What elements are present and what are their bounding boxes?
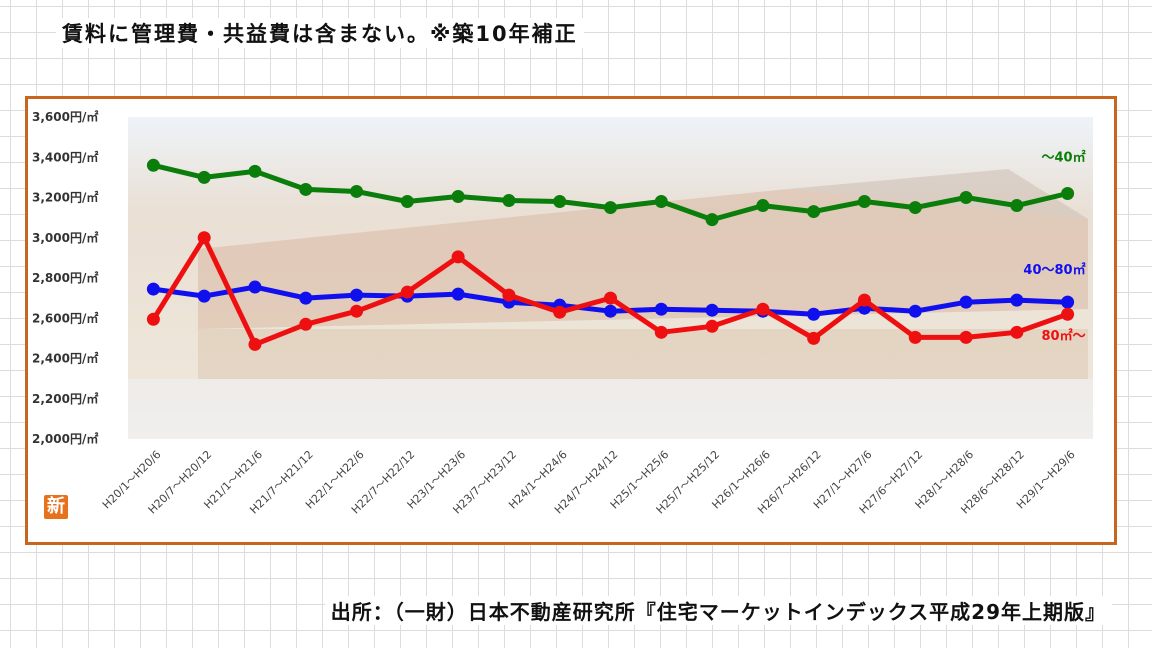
data-point	[299, 291, 313, 305]
data-point	[959, 295, 973, 309]
data-point	[502, 288, 516, 302]
chart-frame: 2,000円/㎡ 2,200円/㎡ 2,400円/㎡ 2,600円/㎡ 2,800円/㎡…	[25, 96, 1117, 545]
data-point	[807, 205, 821, 219]
data-point	[1010, 293, 1024, 307]
data-point	[197, 231, 211, 245]
series-labels: ～40㎡ 40～80㎡ 80㎡～	[1023, 149, 1085, 344]
data-point	[1061, 186, 1075, 200]
data-point	[705, 213, 719, 227]
data-point	[451, 287, 465, 301]
chart-note: 賃料に管理費・共益費は含まない。※築10年補正	[56, 18, 584, 48]
data-point	[604, 304, 617, 318]
data-point	[400, 195, 414, 209]
data-point	[654, 325, 668, 339]
y-tick-label: 2,800円/㎡	[32, 270, 98, 285]
x-axis: H20/1～H20/6H20/7～H20/12H21/1～H21/6H21/7～…	[100, 448, 1078, 517]
data-point	[146, 312, 160, 326]
data-point	[1010, 199, 1024, 213]
y-tick-label: 3,400円/㎡	[32, 149, 98, 164]
y-tick-label: 2,200円/㎡	[32, 391, 98, 406]
data-point	[857, 195, 871, 209]
data-point	[959, 191, 973, 204]
data-point	[807, 307, 821, 321]
data-point	[604, 201, 617, 215]
data-point	[197, 289, 211, 303]
data-point	[553, 195, 567, 209]
data-point	[350, 288, 364, 302]
data-point	[807, 331, 821, 345]
data-point	[705, 303, 719, 317]
data-point	[1061, 307, 1075, 321]
new-badge-icon: 新	[44, 495, 68, 519]
data-point	[502, 194, 516, 208]
data-point	[248, 280, 262, 294]
data-point	[654, 302, 668, 316]
data-point	[350, 184, 364, 198]
data-point	[299, 182, 313, 196]
series-layer	[146, 158, 1075, 351]
y-tick-label: 3,200円/㎡	[32, 190, 98, 205]
y-axis: 2,000円/㎡ 2,200円/㎡ 2,400円/㎡ 2,600円/㎡ 2,800円/㎡…	[32, 109, 98, 446]
data-point	[248, 164, 262, 178]
data-point	[146, 282, 160, 296]
data-point	[1061, 295, 1075, 309]
data-point	[451, 250, 465, 264]
rent-line-chart: 2,000円/㎡ 2,200円/㎡ 2,400円/㎡ 2,600円/㎡ 2,800円/㎡…	[32, 109, 1093, 517]
y-tick-label: 3,600円/㎡	[32, 109, 98, 124]
data-point	[756, 302, 770, 316]
background-photo	[128, 117, 1093, 439]
data-point	[908, 330, 922, 344]
series-label: ～40㎡	[1042, 149, 1086, 165]
data-point	[908, 201, 922, 215]
data-point	[197, 170, 211, 184]
data-point	[400, 285, 414, 299]
data-point	[1010, 325, 1024, 339]
y-tick-label: 2,400円/㎡	[32, 351, 98, 366]
data-point	[248, 337, 262, 351]
data-point	[451, 189, 465, 203]
data-point	[654, 195, 668, 209]
y-tick-label: 2,000円/㎡	[32, 431, 98, 446]
data-point	[705, 319, 719, 333]
data-point	[908, 304, 922, 318]
data-point	[604, 291, 617, 305]
series-label: 40～80㎡	[1023, 262, 1085, 278]
data-point	[553, 305, 567, 319]
data-point	[857, 293, 871, 307]
data-point	[146, 158, 160, 172]
series-label: 80㎡～	[1042, 328, 1086, 344]
data-point	[959, 330, 973, 344]
data-point	[350, 304, 364, 318]
y-tick-label: 3,000円/㎡	[32, 230, 98, 245]
data-point	[299, 317, 313, 331]
y-tick-label: 2,600円/㎡	[32, 310, 98, 325]
source-note: 出所：（一財）日本不動産研究所『住宅マーケットインデックス平成29年上期版』	[324, 596, 1112, 625]
data-point	[756, 199, 770, 213]
